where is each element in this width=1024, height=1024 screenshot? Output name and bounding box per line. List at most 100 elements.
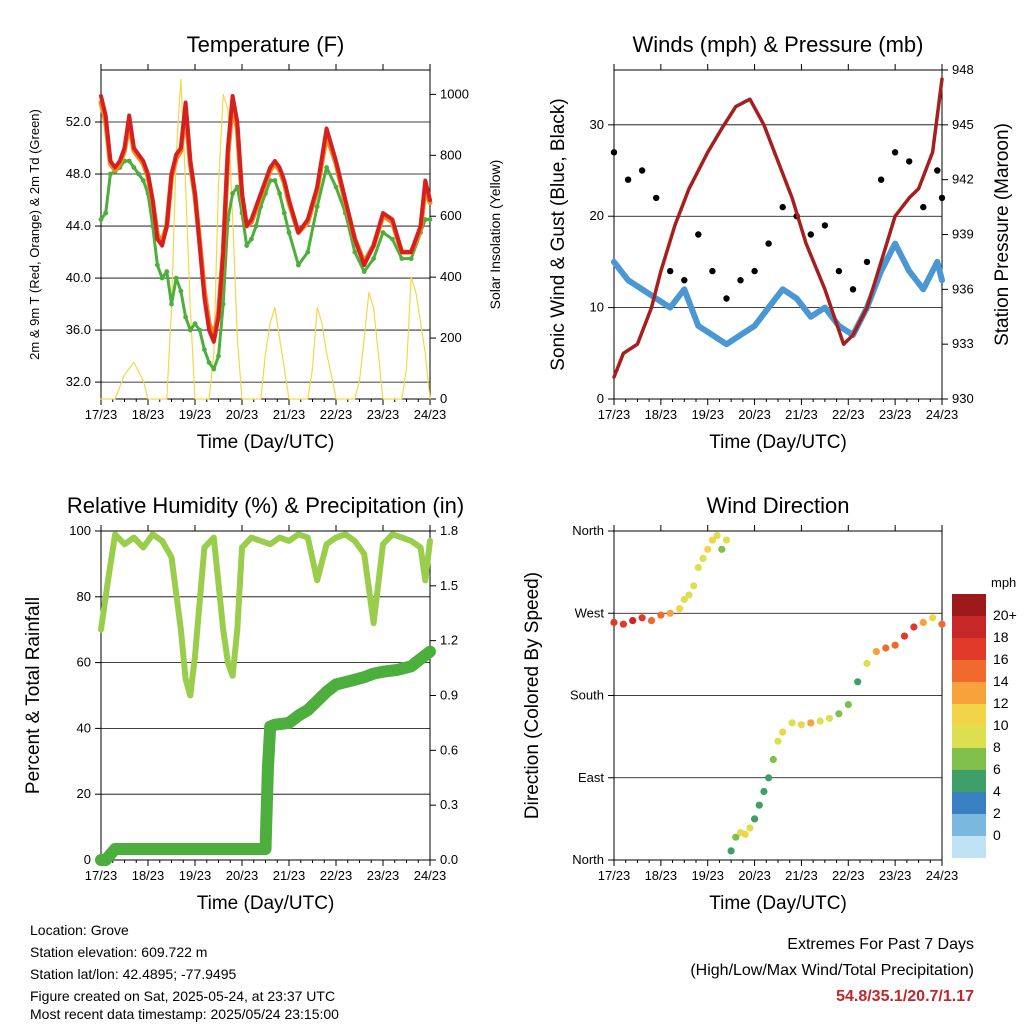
- direction-point: [666, 609, 674, 617]
- direction-point: [713, 532, 721, 540]
- dewpoint-point: [277, 191, 282, 196]
- direction-point: [629, 617, 637, 625]
- y2-tick-label: 939: [952, 227, 974, 242]
- plot-frame: [613, 69, 943, 400]
- gust-point: [653, 194, 660, 202]
- x-tick-label: 17/23: [85, 407, 118, 422]
- dewpoint-point: [272, 178, 278, 183]
- sonic-wind-line: [611, 240, 945, 348]
- x-tick-label: 17/23: [85, 868, 118, 883]
- direction-point: [746, 824, 754, 832]
- legend-label: 0: [993, 827, 1001, 843]
- extremes-values: 54.8/35.1/20.7/1.17: [836, 988, 974, 1005]
- y2-tick-label: 200: [440, 330, 462, 345]
- y-tick-label: 40.0: [66, 270, 91, 285]
- y-tick-label: West: [575, 605, 605, 620]
- dewpoint-point: [98, 217, 104, 222]
- x-tick-label: 20/23: [738, 407, 771, 422]
- legend-label: 12: [993, 695, 1009, 711]
- y-axis-label: 2m & 9m T (Red, Orange) & 2m Td (Green): [27, 109, 42, 360]
- y-tick-label: 32.0: [66, 374, 91, 389]
- y-tick-label: East: [578, 770, 604, 785]
- dewpoint-point: [390, 236, 395, 242]
- temp-2m-line: [99, 94, 432, 344]
- legend-swatch: [952, 594, 986, 616]
- y2-tick-label: 930: [952, 391, 974, 406]
- direction-point: [704, 545, 712, 553]
- gust-point: [624, 176, 632, 183]
- legend-swatch: [952, 682, 986, 704]
- y2-tick-label: 0.0: [440, 852, 458, 867]
- y-tick-label: 36.0: [66, 322, 91, 337]
- x-axis-label: Time (Day/UTC): [709, 893, 847, 914]
- legend-swatch: [952, 660, 986, 682]
- legend-swatch: [952, 638, 986, 660]
- dewpoint-point: [178, 288, 184, 294]
- dewpoint-point: [202, 347, 207, 352]
- dewpoint-point: [108, 171, 113, 177]
- direction-point: [690, 582, 698, 590]
- y2-tick-label: 0.9: [440, 688, 458, 703]
- y2-axis-label: Solar Insolation (Yellow): [487, 160, 503, 310]
- panel-title: Relative Humidity (%) & Precipitation (i…: [67, 493, 464, 518]
- gust-point: [765, 240, 772, 247]
- dewpoint-point: [230, 191, 236, 196]
- y2-tick-label: 400: [440, 269, 462, 284]
- dewpoint-point: [234, 184, 240, 190]
- dewpoint-point: [371, 256, 376, 261]
- legend-label: 6: [993, 761, 1001, 777]
- gust-point: [723, 295, 730, 302]
- y2-tick-label: 1.8: [440, 523, 458, 538]
- y-tick-label: 44.0: [66, 218, 91, 233]
- direction-point: [718, 545, 726, 553]
- direction-point: [619, 620, 628, 628]
- x-tick-label: 20/23: [226, 407, 259, 422]
- legend-label: 10: [993, 717, 1009, 733]
- direction-point: [769, 755, 777, 764]
- x-tick-label: 21/23: [785, 868, 818, 883]
- dewpoint-point: [126, 158, 132, 164]
- dewpoint-point: [164, 269, 170, 274]
- gust-point: [681, 277, 688, 284]
- y-tick-label: North: [572, 852, 604, 867]
- x-tick-label: 18/23: [645, 868, 678, 883]
- x-tick-label: 23/23: [367, 868, 400, 883]
- gust-point: [934, 167, 941, 174]
- direction-point: [844, 701, 852, 709]
- dewpoint-point: [408, 256, 414, 261]
- panel-title: Temperature (F): [187, 32, 345, 57]
- dewpoint-point: [192, 321, 198, 326]
- legend-swatch: [952, 726, 986, 748]
- elevation-text: Station elevation: 609.722 m: [30, 944, 208, 960]
- y-tick-label: 20: [590, 208, 604, 223]
- dewpoint-point: [173, 275, 179, 281]
- recent-data-text: Most recent data timestamp: 2025/05/24 2…: [30, 1006, 339, 1022]
- x-axis-label: Time (Day/UTC): [197, 893, 335, 914]
- y-tick-label: 100: [69, 523, 91, 538]
- direction-point: [891, 641, 899, 649]
- dewpoint-point: [183, 314, 189, 320]
- y2-tick-label: 1000: [440, 86, 469, 101]
- y-tick-label: 30: [590, 117, 604, 132]
- legend-swatch: [952, 836, 986, 858]
- direction-point: [722, 536, 731, 544]
- dewpoint-point: [244, 243, 250, 249]
- y-axis-label: Percent & Total Rainfall: [23, 597, 44, 794]
- panel-title: Winds (mph) & Pressure (mb): [633, 32, 924, 57]
- y2-tick-label: 800: [440, 147, 462, 162]
- legend-swatch: [952, 616, 986, 638]
- x-tick-label: 24/23: [926, 407, 959, 422]
- direction-point: [854, 678, 862, 686]
- gust-point: [938, 194, 946, 202]
- rainfall-total-line: [95, 645, 436, 866]
- legend-label: 8: [993, 739, 1001, 755]
- dewpoint-point: [399, 256, 405, 261]
- direction-point: [708, 536, 717, 544]
- temperature-panel: Temperature (F) 32.0 36.0 40.0 44.0 48.0 52.0 0…: [27, 32, 503, 453]
- x-tick-label: 20/23: [738, 868, 771, 883]
- y-tick-label: 80: [77, 589, 91, 604]
- dewpoint-point: [220, 301, 226, 307]
- pressure-line: [612, 77, 944, 379]
- y-axis-label: Direction (Colored By Speed): [522, 572, 543, 819]
- y2-tick-label: 945: [952, 117, 974, 132]
